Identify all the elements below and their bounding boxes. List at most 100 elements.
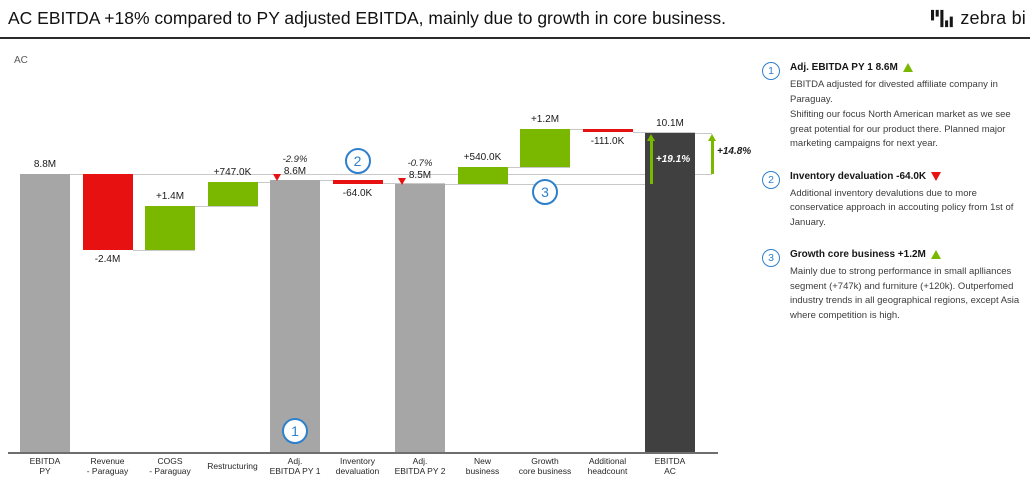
annotation-2: 2 Inventory devaluation -64.0K Additional … [762, 170, 1024, 232]
axis-label-line: headcount [587, 466, 628, 476]
variance-down-arrow-icon [273, 174, 281, 182]
step-connector [382, 182, 445, 184]
waterfall-bar-ebitda-py[interactable] [20, 174, 70, 452]
axis-label-adj-ebitda-py-1: Adj. EBITDA PY 1 [260, 456, 330, 476]
axis-label-line: Restructuring [207, 461, 258, 471]
axis-label-growth-core-business: Growth core business [510, 456, 580, 476]
annotation-title: Growth core business +1.2M [790, 249, 1024, 260]
annotation-1: 1 Adj. EBITDA PY 1 8.6M EBITDA adjusted fo… [762, 62, 1024, 153]
annotation-marker-2[interactable]: 2 [762, 170, 780, 189]
variance-arrow-up-icon [646, 134, 655, 142]
bar-value-label: -111.0K [590, 136, 625, 148]
axis-label-line: EBITDA PY 1 [269, 466, 321, 476]
header: AC EBITDA +18% compared to PY adjusted E… [0, 0, 1030, 39]
axis-label-revenue-paraguay: Revenue - Paraguay [73, 456, 143, 476]
reference-line [695, 133, 712, 135]
axis-label-line: Revenue [90, 456, 125, 466]
right-variance-label: +14.8% [717, 146, 752, 158]
bar-variance-label: -2.9% [282, 154, 308, 166]
waterfall-bar-inventory-devaluation[interactable] [332, 180, 383, 184]
axis-label-line: New [473, 456, 491, 466]
brand-logo: zebra bi [931, 8, 1030, 29]
step-connector [195, 205, 258, 207]
axis-label-line: Inventory [340, 456, 375, 466]
axis-label-line: Additional [588, 456, 627, 466]
axis-label-line: PY [39, 466, 51, 476]
waterfall-bar-cogs-paraguay[interactable] [145, 205, 195, 250]
annotation-paragraph: Additional inventory devalutions due to … [790, 187, 1014, 228]
zebra-bi-logo-icon [931, 9, 954, 28]
axis-label-line: Growth [531, 456, 559, 466]
chart-marker-1[interactable]: 1 [282, 418, 308, 444]
axis-label-ebitda-ac: EBITDA AC [635, 456, 705, 476]
variance-down-arrow-icon [398, 177, 406, 185]
bar-value-label: +747.0K [213, 166, 252, 178]
annotation-title-text: Growth core business +1.2M [790, 249, 926, 260]
axis-label-new-business: New business [448, 456, 518, 476]
waterfall-bar-restructuring[interactable] [207, 181, 258, 206]
axis-label-line: - Paraguay [149, 466, 191, 476]
waterfall-bar-additional-headcount[interactable] [582, 128, 633, 133]
axis-label-cogs-paraguay: COGS - Paraguay [135, 456, 205, 476]
axis-label-line: AC [664, 466, 676, 476]
axis-label-additional-headcount: Additional headcount [573, 456, 643, 476]
trend-up-triangle-icon [902, 63, 913, 72]
variance-arrow-shaft [710, 139, 714, 175]
annotation-title: Inventory devaluation -64.0K [790, 171, 1024, 182]
waterfall-bar-adj-ebitda-py-2[interactable] [395, 183, 445, 452]
waterfall-bar-revenue-paraguay[interactable] [82, 174, 133, 250]
axis-label-inventory-devaluation: Inventory devaluation [323, 456, 393, 476]
axis-label-line: COGS [157, 456, 183, 466]
axis-label-line: EBITDA [29, 456, 61, 466]
bar-value-label: 8.5M [408, 169, 432, 181]
step-connector [632, 132, 695, 134]
bar-value-label: -64.0K [342, 187, 373, 199]
bar-value-label: +1.2M [530, 113, 560, 125]
variance-arrow-up-icon [707, 134, 716, 142]
step-connector [507, 166, 570, 168]
annotation-marker-3[interactable]: 3 [762, 249, 780, 267]
trend-up-triangle-icon [930, 250, 941, 259]
bar-value-label: +1.4M [155, 190, 185, 202]
bar-value-label: +540.0K [463, 151, 502, 163]
axis-label-adj-ebitda-py-2: Adj. EBITDA PY 2 [385, 456, 455, 476]
bar-value-label: -2.4M [94, 253, 121, 265]
reference-line [20, 174, 712, 176]
waterfall-bar-new-business[interactable] [457, 166, 508, 184]
bar-value-label: 10.1M [656, 118, 684, 130]
annotation-panel: 1 Adj. EBITDA PY 1 8.6M EBITDA adjusted fo… [762, 62, 1024, 342]
waterfall-bar-ebitda-ac[interactable] [645, 133, 695, 452]
bar-value-label: 8.8M [33, 159, 57, 171]
axis-label-line: EBITDA [654, 456, 686, 466]
annotation-paragraph: Shifiting our focus North American marke… [790, 109, 1011, 149]
brand-name: zebra bi [960, 8, 1026, 28]
bar-variance-label: -0.7% [407, 157, 433, 169]
reference-line [395, 183, 645, 185]
axis-label-line: Adj. [412, 456, 428, 466]
annotation-paragraph: EBITDA adjusted for divested affiliate c… [790, 79, 998, 105]
chart-marker-2[interactable]: 2 [344, 148, 371, 174]
page-title: AC EBITDA +18% compared to PY adjusted E… [8, 8, 727, 28]
annotation-content: Adj. EBITDA PY 1 8.6M EBITDA adjusted for… [790, 62, 1024, 153]
annotation-title-text: Inventory devaluation -64.0K [790, 170, 927, 182]
step-connector [132, 249, 195, 251]
axis-label-line: devaluation [335, 466, 380, 476]
axis-label-line: core business [518, 466, 572, 476]
x-axis-line [8, 452, 718, 454]
axis-label-line: Adj. [287, 456, 303, 466]
axis-label-line: - Paraguay [86, 466, 129, 476]
annotation-marker-1[interactable]: 1 [762, 62, 780, 80]
step-connector [445, 183, 508, 185]
axis-label-ebitda-py: EBITDA PY [10, 456, 80, 476]
axis-label-line: business [465, 466, 500, 476]
bar-value-label: 8.6M [283, 166, 307, 178]
series-label: AC [14, 55, 28, 66]
annotation-paragraph: Mainly due to strong performance in smal… [790, 266, 1020, 321]
waterfall-chart: AC 8.8M -2.4M +1.4M +747.0K -2.9% 8.6M -64.0K -… [0, 40, 760, 483]
annotation-content: Growth core business +1.2M Mainly due to … [790, 249, 1024, 324]
annotation-title-text: Adj. EBITDA PY 1 8.6M [790, 62, 898, 73]
waterfall-bar-growth-core-business[interactable] [520, 128, 570, 167]
waterfall-bar-adj-ebitda-py-1[interactable] [270, 180, 320, 452]
chart-marker-3[interactable]: 3 [532, 179, 558, 205]
